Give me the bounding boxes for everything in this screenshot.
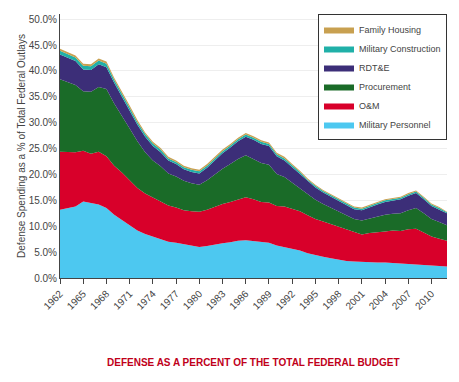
svg-text:1965: 1965	[65, 288, 89, 312]
svg-text:Procurement: Procurement	[359, 82, 411, 92]
svg-text:10.0%: 10.0%	[29, 221, 57, 232]
svg-text:40.0%: 40.0%	[29, 65, 57, 76]
svg-text:1968: 1968	[88, 288, 112, 312]
svg-text:1971: 1971	[111, 288, 135, 312]
svg-text:DEFENSE AS A PERCENT OF THE TO: DEFENSE AS A PERCENT OF THE TOTAL FEDERA…	[107, 357, 400, 368]
svg-text:Military Personnel: Military Personnel	[359, 120, 431, 130]
svg-text:Family Housing: Family Housing	[359, 25, 421, 35]
svg-text:50.0%: 50.0%	[29, 14, 57, 25]
svg-text:1974: 1974	[134, 288, 158, 312]
svg-text:1989: 1989	[250, 288, 274, 312]
svg-text:5.0%: 5.0%	[34, 247, 57, 258]
svg-text:1992: 1992	[274, 288, 298, 312]
svg-text:1983: 1983	[204, 288, 228, 312]
svg-text:45.0%: 45.0%	[29, 40, 57, 51]
svg-text:2004: 2004	[367, 288, 391, 312]
svg-text:Defense Spending as a % of Tot: Defense Spending as a % of Total Federal…	[16, 34, 27, 258]
svg-text:1986: 1986	[227, 288, 251, 312]
svg-text:15.0%: 15.0%	[29, 195, 57, 206]
svg-text:25.0%: 25.0%	[29, 143, 57, 154]
svg-text:30.0%: 30.0%	[29, 117, 57, 128]
svg-text:0.0%: 0.0%	[34, 273, 57, 284]
svg-text:1998: 1998	[320, 288, 344, 312]
svg-text:1995: 1995	[297, 288, 321, 312]
svg-text:2010: 2010	[413, 288, 437, 312]
svg-text:2007: 2007	[390, 288, 414, 312]
svg-text:2001: 2001	[343, 288, 367, 312]
svg-text:20.0%: 20.0%	[29, 169, 57, 180]
svg-text:1977: 1977	[158, 288, 182, 312]
svg-text:1962: 1962	[41, 288, 65, 312]
svg-text:O&M: O&M	[359, 101, 380, 111]
svg-text:1980: 1980	[181, 288, 205, 312]
svg-text:35.0%: 35.0%	[29, 91, 57, 102]
svg-text:Military Construction: Military Construction	[359, 44, 441, 54]
svg-text:RDT&E: RDT&E	[359, 63, 390, 73]
